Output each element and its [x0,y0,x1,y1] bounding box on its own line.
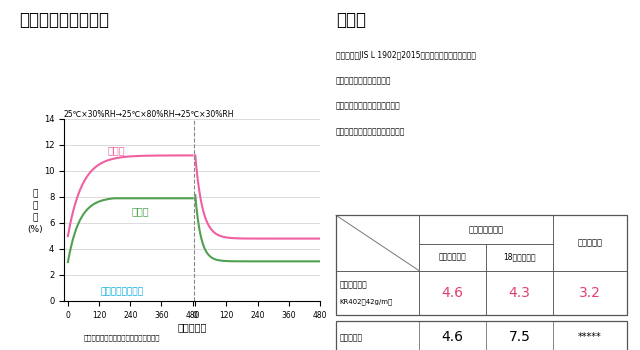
Text: 菌液接種直後: 菌液接種直後 [438,253,467,262]
Text: 試験菌株：黄色ブドウ球菌: 試験菌株：黄色ブドウ球菌 [336,76,392,85]
X-axis label: 時間（分）: 時間（分） [177,322,207,332]
Text: 4.3: 4.3 [509,286,531,300]
Text: 洗える麻わた: 洗える麻わた [340,280,367,289]
Text: 試験方法：JIS L 1902：2015　定量試験（菌液吸収法）: 試験方法：JIS L 1902：2015 定量試験（菌液吸収法） [336,51,476,60]
Text: 試験片の減菌法：オートクレーブ: 試験片の減菌法：オートクレーブ [336,127,405,136]
Text: 4.6: 4.6 [442,286,463,300]
Text: 18時間培養後: 18時間培養後 [503,253,536,262]
Text: KR402（42g/m）: KR402（42g/m） [340,299,393,305]
Text: 25℃×30%RH→25℃×80%RH→25℃×30%RH: 25℃×30%RH→25℃×80%RH→25℃×30%RH [64,110,234,119]
Text: 抗菌活性値: 抗菌活性値 [577,238,603,247]
Text: 3.2: 3.2 [579,286,601,300]
Text: ＜滋賀県東北部工業技術センター調べ＞: ＜滋賀県東北部工業技術センター調べ＞ [83,335,160,341]
Text: 綿標準白布: 綿標準白布 [340,333,363,342]
Text: わた吸放湿特性比較: わた吸放湿特性比較 [19,10,109,28]
Text: 綿わた: 綿わた [132,206,150,216]
Text: 抗菌性: 抗菌性 [336,10,366,28]
Text: 麻わた: 麻わた [107,145,125,155]
Text: 生菌数の対数値: 生菌数の対数値 [468,225,504,234]
Text: 4.6: 4.6 [442,330,463,344]
Text: 水
分
量
(%): 水 分 量 (%) [28,190,43,234]
Text: 7.5: 7.5 [509,330,531,344]
Text: 生菌数の測定：混釈平板培養法: 生菌数の測定：混釈平板培養法 [336,102,401,111]
Text: ポリエステルわた: ポリエステルわた [101,287,144,296]
Text: *****: ***** [578,332,602,342]
